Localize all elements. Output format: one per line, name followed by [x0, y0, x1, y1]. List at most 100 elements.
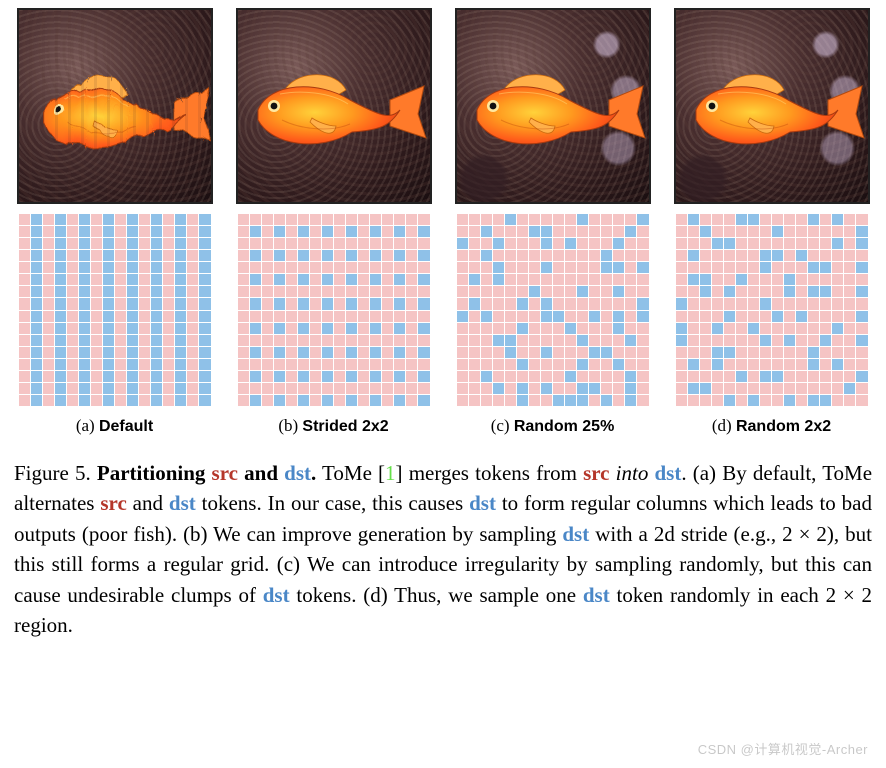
grid-cell: [382, 238, 393, 249]
grid-cell: [637, 214, 648, 225]
grid-cell: [493, 395, 504, 406]
grid-cell: [370, 359, 381, 370]
grid-cell: [601, 286, 612, 297]
grid-cell: [517, 262, 528, 273]
grid-cell: [370, 298, 381, 309]
grid-cell: [334, 226, 345, 237]
grid-cell: [577, 262, 588, 273]
grid-cell: [334, 371, 345, 382]
grid-cell: [481, 298, 492, 309]
token-grid-c: [455, 212, 651, 408]
grid-cell: [163, 383, 174, 394]
grid-cell: [613, 214, 624, 225]
grid-cell: [724, 347, 735, 358]
grid-cell: [286, 262, 297, 273]
grid-cell: [139, 238, 150, 249]
grid-cell: [541, 286, 552, 297]
grid-cell: [565, 335, 576, 346]
grid-cell: [91, 359, 102, 370]
grid-cell: [505, 298, 516, 309]
grid-cell: [700, 359, 711, 370]
grid-cell: [577, 286, 588, 297]
grid-cell: [565, 395, 576, 406]
grid-cell: [772, 371, 783, 382]
grid-cell: [589, 286, 600, 297]
grid-cell: [31, 214, 42, 225]
grid-cell: [250, 226, 261, 237]
grid-cell: [19, 395, 30, 406]
grid-cell: [127, 359, 138, 370]
grid-cell: [796, 250, 807, 261]
grid-cell: [625, 383, 636, 394]
grid-cell: [832, 226, 843, 237]
grid-cell: [346, 298, 357, 309]
grid-cell: [139, 359, 150, 370]
grid-cell: [187, 274, 198, 285]
grid-cell: [553, 262, 564, 273]
panel-label-a: (a) Default: [76, 416, 153, 436]
grid-cell: [529, 274, 540, 285]
grid-cell: [796, 274, 807, 285]
grid-cell: [736, 359, 747, 370]
grid-cell: [676, 214, 687, 225]
grid-cell: [601, 347, 612, 358]
grid-cell: [310, 395, 321, 406]
grid-cell: [712, 298, 723, 309]
grid-cell: [19, 214, 30, 225]
grid-cell: [127, 250, 138, 261]
grid-cell: [493, 347, 504, 358]
grid-cell: [481, 323, 492, 334]
grid-cell: [712, 371, 723, 382]
grid-cell: [79, 311, 90, 322]
grid-cell: [613, 274, 624, 285]
grid-cell: [469, 238, 480, 249]
grid-cell: [262, 311, 273, 322]
grid-cell: [724, 383, 735, 394]
grid-cell: [139, 395, 150, 406]
grid-cell: [79, 395, 90, 406]
grid-cell: [346, 226, 357, 237]
grid-cell: [724, 238, 735, 249]
grid-cell: [274, 323, 285, 334]
grid-cell: [808, 371, 819, 382]
grid-cell: [394, 347, 405, 358]
grid-cell: [151, 214, 162, 225]
grid-cell: [127, 371, 138, 382]
figure-title-part: dst: [284, 461, 311, 485]
grid-cell: [298, 383, 309, 394]
grid-cell: [286, 311, 297, 322]
grid-cell: [724, 311, 735, 322]
grid-cell: [67, 335, 78, 346]
grid-cell: [55, 323, 66, 334]
grid-cell: [274, 226, 285, 237]
grid-cell: [736, 311, 747, 322]
grid-cell: [541, 323, 552, 334]
grid-cell: [505, 347, 516, 358]
grid-cell: [736, 274, 747, 285]
grid-cell: [286, 298, 297, 309]
grid-cell: [151, 250, 162, 261]
grid-cell: [91, 395, 102, 406]
grid-cell: [334, 238, 345, 249]
grid-cell: [724, 323, 735, 334]
grid-cell: [250, 335, 261, 346]
grid-cell: [856, 238, 867, 249]
grid-cell: [529, 238, 540, 249]
grid-cell: [55, 274, 66, 285]
grid-cell: [310, 323, 321, 334]
grid-cell: [418, 238, 429, 249]
grid-cell: [469, 274, 480, 285]
grid-cell: [724, 371, 735, 382]
grid-cell: [103, 250, 114, 261]
grid-cell: [856, 395, 867, 406]
panel-tag: (b): [278, 416, 298, 435]
token-grid-a: [17, 212, 213, 408]
grid-cell: [832, 238, 843, 249]
grid-cell: [784, 371, 795, 382]
grid-cell: [262, 286, 273, 297]
grid-cell: [625, 262, 636, 273]
grid-cell: [748, 395, 759, 406]
grid-cell: [565, 359, 576, 370]
grid-cell: [31, 371, 42, 382]
grid-cell: [127, 226, 138, 237]
